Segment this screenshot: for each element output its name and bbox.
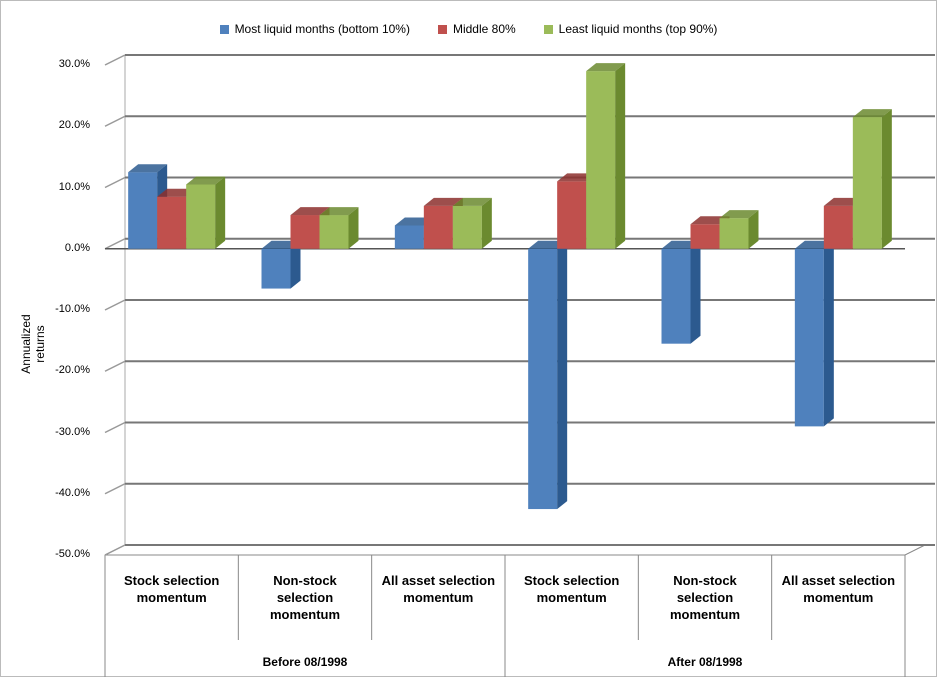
grid-line (104, 237, 935, 250)
bar-top (719, 210, 759, 219)
bar-side (290, 240, 301, 289)
bar-front (186, 184, 216, 249)
bar (794, 240, 834, 427)
grid-line (104, 482, 935, 495)
bar-side (881, 109, 892, 249)
grid-line-side (104, 483, 126, 495)
bar-top (186, 176, 226, 185)
bar-front (452, 205, 482, 249)
grid-line-side (104, 238, 126, 250)
bar-top (423, 197, 463, 206)
y-tick-label: 0.0% (64, 241, 90, 254)
group-label: After 08/1998 (667, 655, 743, 669)
grid-line-side (104, 360, 126, 372)
grid-line (104, 54, 935, 66)
bar-side (748, 210, 759, 249)
bar (586, 63, 626, 249)
bar (852, 109, 892, 249)
grid-line-side (104, 421, 126, 434)
bar-top (319, 207, 359, 216)
x-tick-label: All asset selection momentum (381, 573, 496, 605)
legend-item: Most liquid months (bottom 10%) (219, 22, 410, 36)
bar (452, 197, 492, 249)
bar-front (290, 215, 320, 249)
bar-front (661, 248, 691, 344)
bar-side (823, 240, 834, 427)
bar-front (690, 224, 720, 249)
bar (319, 207, 359, 249)
legend-swatch (219, 24, 229, 34)
bar-top (290, 207, 330, 216)
bar-front (423, 205, 453, 249)
bar-front (157, 196, 187, 249)
legend-swatch (437, 24, 447, 34)
bar-front (394, 225, 424, 249)
bar-front (794, 248, 824, 427)
x-tick-label: Non-stock selection momentum (669, 573, 741, 622)
bar-top (452, 197, 492, 206)
bar-side (557, 240, 568, 510)
bar-side (481, 197, 492, 249)
y-tick-label: -10.0% (55, 303, 90, 315)
legend-item: Least liquid months (top 90%) (543, 22, 718, 36)
bar (661, 240, 701, 344)
x-tick-label: All asset selection momentum (781, 573, 896, 605)
legend-swatch (543, 24, 553, 34)
grid-line-side (104, 176, 126, 189)
bar-front (852, 117, 882, 249)
legend-label: Most liquid months (bottom 10%) (234, 22, 410, 36)
bar-side (615, 63, 626, 249)
bar-side (690, 240, 701, 344)
bar (186, 176, 226, 249)
bar-front (319, 215, 349, 249)
y-tick-label: 20.0% (58, 119, 90, 132)
legend: Most liquid months (bottom 10%) Middle 80… (0, 22, 937, 36)
bar-top (128, 164, 168, 173)
grid-line-side (104, 54, 126, 66)
bar-top (586, 63, 626, 72)
grid-line-side (104, 299, 126, 311)
x-tick-label: Stock selection momentum (123, 573, 220, 605)
bar-front (586, 71, 616, 249)
bar-front (128, 172, 158, 249)
y-tick-label: -40.0% (55, 486, 90, 499)
bar (528, 240, 568, 510)
bar-front (261, 248, 291, 289)
bar-side (215, 176, 226, 249)
bar-front (823, 205, 853, 249)
x-tick-label: Stock selection momentum (523, 573, 620, 605)
bar (719, 210, 759, 249)
y-tick-label: 30.0% (58, 58, 90, 70)
grid-line-side (104, 115, 126, 127)
bar-top (852, 109, 892, 118)
y-tick-label: -20.0% (55, 364, 90, 377)
bar-front (528, 248, 558, 510)
grid-line (104, 115, 935, 127)
group-label: Before 08/1998 (262, 655, 348, 669)
y-tick-label: -30.0% (55, 425, 90, 438)
floor (104, 544, 926, 556)
bar-front (719, 218, 749, 249)
bar-front (557, 181, 587, 249)
grid-line (104, 176, 935, 189)
legend-label: Least liquid months (top 90%) (558, 22, 718, 36)
grid-line-side (104, 544, 126, 556)
y-tick-label: -50.0% (55, 548, 90, 560)
grid-line (104, 544, 935, 556)
x-tick-label: Non-stock selection momentum (269, 573, 341, 622)
bar-side (348, 207, 359, 249)
legend-label: Middle 80% (452, 22, 516, 36)
legend-item: Middle 80% (437, 22, 516, 36)
y-tick-label: 10.0% (58, 180, 90, 193)
